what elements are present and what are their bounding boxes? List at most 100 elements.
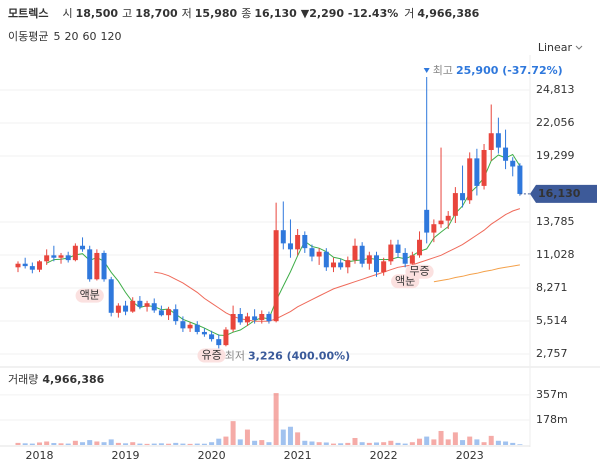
volume-bar <box>108 439 114 445</box>
legend-item: 20 <box>64 30 78 43</box>
volume-bar <box>481 442 487 445</box>
last-price-tag <box>530 184 597 203</box>
candle-body <box>137 300 143 307</box>
y-tick-label: 2,757 <box>536 347 568 360</box>
candle-body <box>65 255 71 261</box>
candle-body <box>316 251 322 257</box>
candle-body <box>460 193 466 201</box>
candle-body <box>144 303 150 307</box>
volume-bar <box>130 442 136 445</box>
x-tick-label: 2021 <box>284 449 312 462</box>
volume-bar <box>259 440 265 445</box>
volume-bar <box>44 441 50 445</box>
header-label: 종 <box>241 7 251 20</box>
candle-body <box>280 230 286 244</box>
candle-body <box>237 313 243 323</box>
candle-body <box>130 300 136 312</box>
volume-bar <box>80 442 86 445</box>
candle-body <box>201 331 207 335</box>
ma-line <box>433 264 520 283</box>
volume-bar <box>302 440 308 445</box>
scale-chevron[interactable] <box>575 45 583 50</box>
x-tick-label: 2019 <box>112 449 140 462</box>
header-value: 16,130 <box>254 7 297 20</box>
candle-body <box>151 303 157 311</box>
volume-bar <box>223 436 229 445</box>
candle-body <box>108 279 114 313</box>
candle-body <box>173 309 179 322</box>
volume-bar <box>144 443 150 445</box>
candle-body <box>359 245 365 264</box>
header-change: ▼2,290 -12.43% <box>301 7 398 20</box>
candle-body <box>309 248 315 257</box>
candle-body <box>15 263 21 268</box>
event-bubble <box>197 348 226 363</box>
high-annotation-label: 최고 <box>433 64 453 77</box>
legend-item: 5 <box>53 30 60 43</box>
candle-body <box>431 224 437 233</box>
event-label: 액분 <box>80 289 100 302</box>
candle-body <box>51 255 57 258</box>
header-value: 18,700 <box>135 7 178 20</box>
candle-body <box>72 245 78 261</box>
volume-bar <box>323 442 329 445</box>
volume-bar <box>51 443 57 445</box>
candle-body <box>445 215 451 221</box>
volume-bar <box>273 393 279 445</box>
x-tick-label: 2018 <box>26 449 54 462</box>
volume-bar <box>237 439 243 445</box>
volume-bar <box>417 438 423 445</box>
y-tick-label: 5,514 <box>536 314 568 327</box>
volume-bar <box>166 443 172 445</box>
candle-body <box>94 252 100 280</box>
header-label: 거 <box>404 7 414 20</box>
volume-bar <box>366 442 372 445</box>
candle-body <box>409 255 415 264</box>
volume-bar <box>287 426 293 445</box>
candle-body <box>180 321 186 329</box>
volume-bar <box>460 440 466 445</box>
candle-body <box>395 244 401 253</box>
header-label: 시 <box>62 7 72 20</box>
event-bubble <box>75 288 104 303</box>
volume-bar <box>194 443 200 445</box>
scale-label[interactable]: Linear <box>538 41 573 54</box>
volume-bar <box>445 439 451 445</box>
candle-body <box>381 261 387 273</box>
candle-body <box>87 249 93 280</box>
volume-bar <box>352 437 358 445</box>
candle-body <box>166 309 172 316</box>
x-tick-label: 2023 <box>456 449 484 462</box>
volume-bar <box>316 442 322 445</box>
volume-bar <box>230 421 236 445</box>
volume-bar <box>94 441 100 445</box>
volume-bar <box>467 436 473 445</box>
candle-body <box>295 234 301 250</box>
event-bubble <box>405 264 434 279</box>
volume-bar <box>338 443 344 445</box>
legend-title: 이동평균 <box>8 30 48 43</box>
candle-body <box>467 158 473 201</box>
volume-bar <box>374 442 379 445</box>
volume-bar <box>187 443 193 445</box>
candle-body <box>452 193 458 216</box>
high-annotation-text: 25,900 (-37.72%) <box>456 64 563 77</box>
candle-body <box>22 263 28 267</box>
candle-body <box>230 313 236 330</box>
candle-body <box>338 262 344 268</box>
volume-bar <box>216 438 222 445</box>
ma-line <box>46 153 521 337</box>
candle-body <box>287 243 293 250</box>
volume-bar <box>244 429 250 445</box>
volume-bar <box>280 429 286 445</box>
volume-bar <box>87 440 93 445</box>
candle-body <box>366 255 372 264</box>
volume-bar <box>123 443 129 445</box>
event-label: 유증 <box>201 349 221 362</box>
candle-body <box>481 149 487 186</box>
volume-bar <box>510 442 516 445</box>
volume-bar <box>22 443 28 445</box>
volume-bar <box>58 443 64 445</box>
volume-bar <box>503 441 509 445</box>
